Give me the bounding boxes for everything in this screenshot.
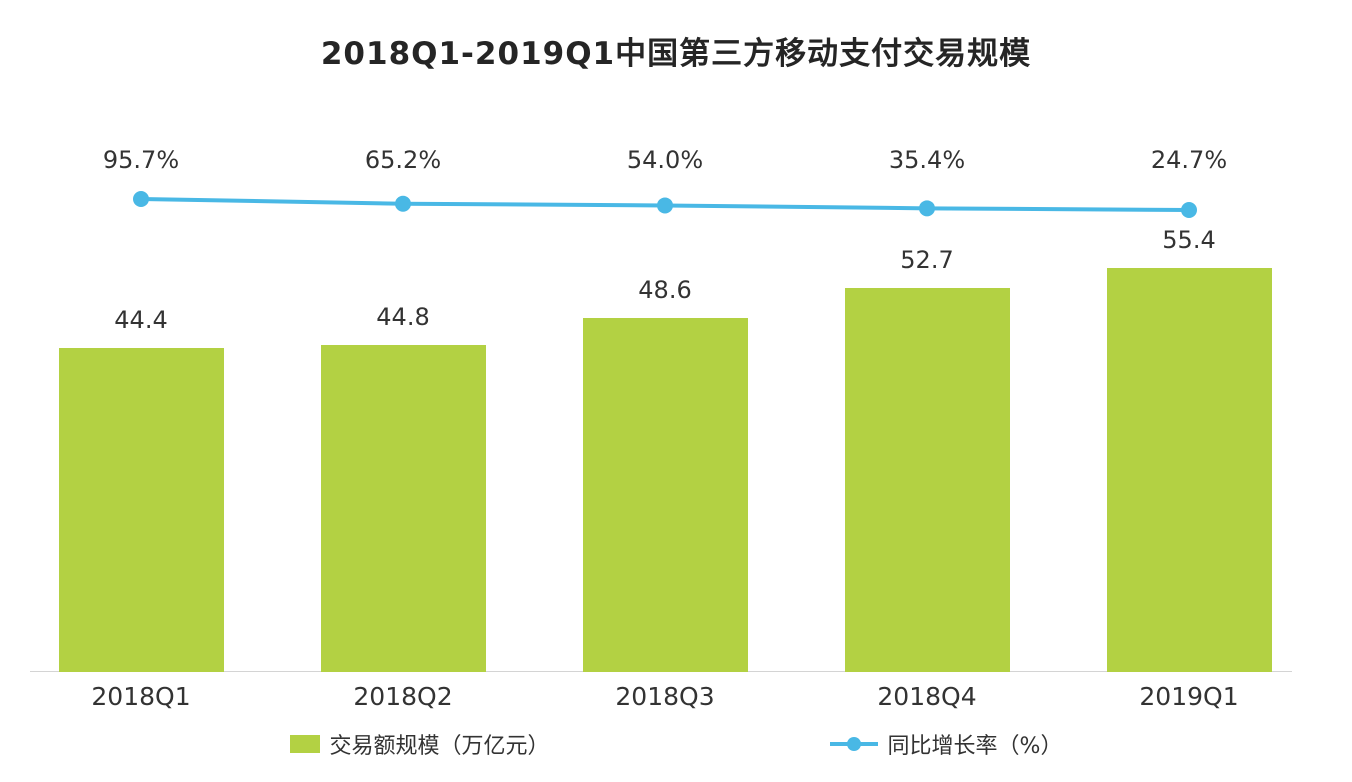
bar-2018Q3 [582,318,748,672]
chart-title: 2018Q1-2019Q1中国第三方移动支付交易规模 [320,36,1032,72]
x-axis-label: 2019Q1 [1139,682,1239,711]
growth-value-label: 95.7% [102,146,180,174]
bar-value-label: 52.7 [900,246,954,274]
bar-2018Q4 [844,288,1010,672]
line-legend-swatch-icon [829,735,878,753]
bar-value-label: 48.6 [638,276,692,304]
x-axis-label: 2018Q2 [353,682,453,711]
line-legend-label: 同比增长率（%） [887,734,1063,759]
legend-item-bar: 交易额规模（万亿元） [289,728,550,760]
bar-legend-swatch-icon [289,735,320,753]
bar-2018Q2 [320,345,486,672]
growth-value-label: 35.4% [888,146,966,174]
growth-value-label: 65.2% [364,146,442,174]
legend: 交易额规模（万亿元） 同比增长率（%） [0,728,1352,760]
bar-value-label: 55.4 [1162,226,1216,254]
x-axis-label: 2018Q3 [615,682,715,711]
legend-item-line: 同比增长率（%） [829,728,1063,760]
line-legend-dot-icon [846,737,861,751]
x-axis-label: 2018Q1 [91,682,191,711]
x-axis-label: 2018Q4 [877,682,977,711]
bar-legend-label: 交易额规模（万亿元） [329,734,550,759]
bar-value-label: 44.8 [376,303,430,331]
bar-value-label: 44.4 [114,306,168,334]
bar-2018Q1 [58,348,224,672]
bar-2019Q1 [1106,268,1272,672]
growth-value-label: 54.0% [626,146,704,174]
growth-value-label: 24.7% [1150,146,1228,174]
